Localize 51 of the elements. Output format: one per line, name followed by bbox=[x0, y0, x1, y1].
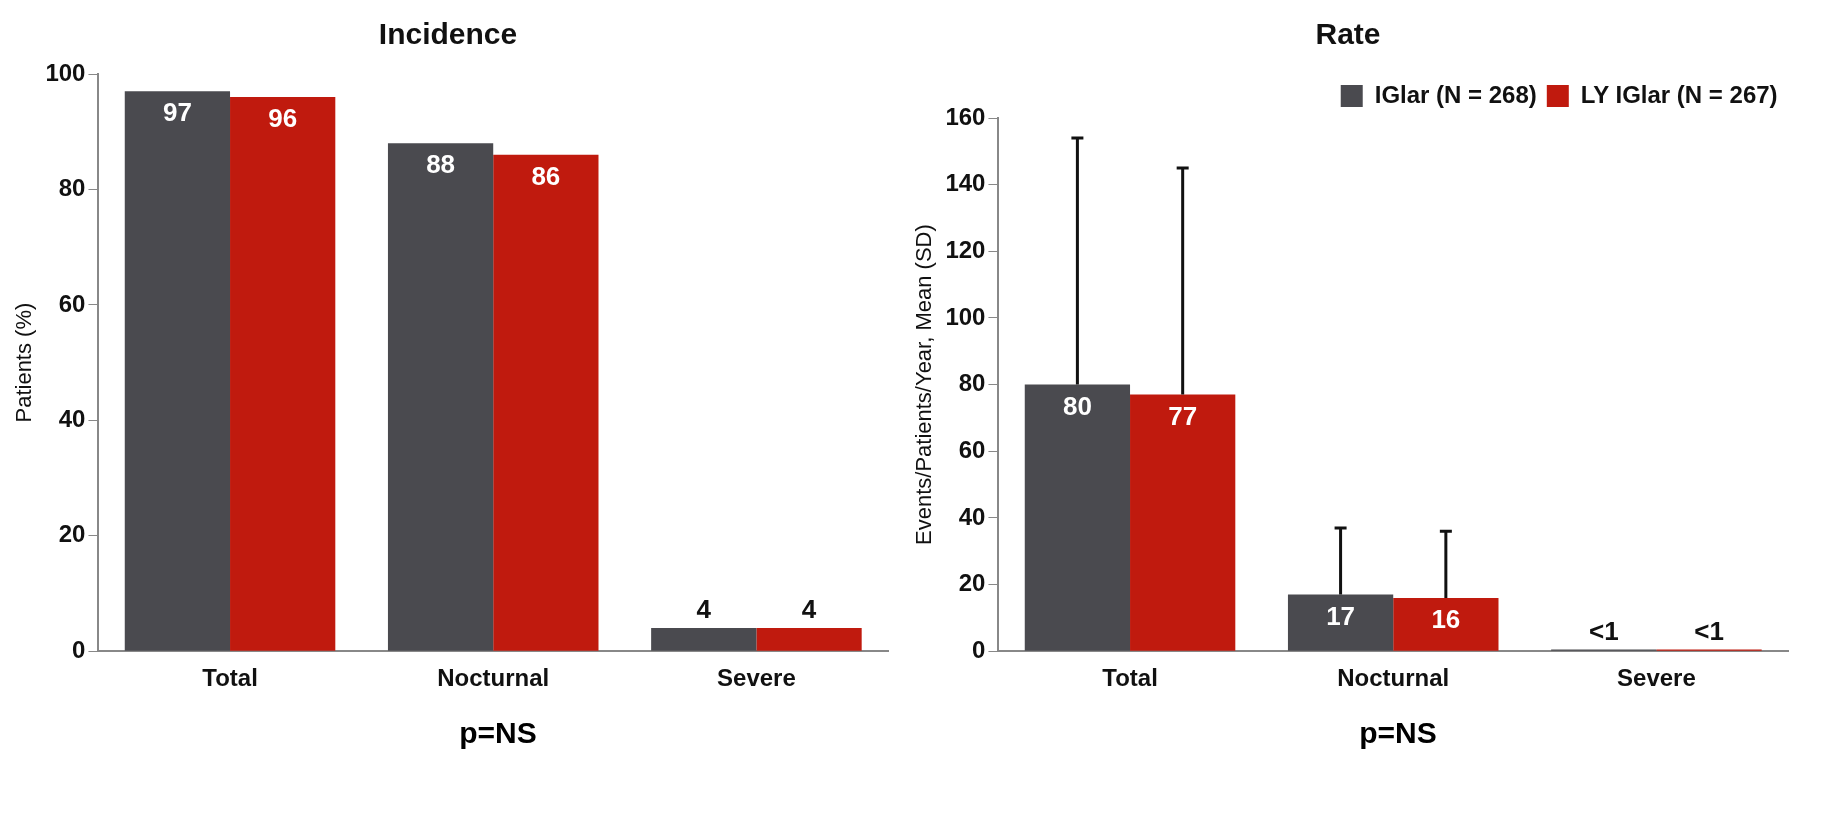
y-tick-label: 80 bbox=[58, 174, 86, 202]
bar bbox=[756, 628, 862, 651]
text: p=NS bbox=[458, 716, 538, 750]
y-tick-label: 40 bbox=[958, 502, 986, 530]
chart-title: Rate bbox=[1315, 17, 1381, 51]
y-tick-label: 160 bbox=[945, 102, 986, 130]
y-axis-title: Events/Patients/Year, Mean (SD) bbox=[911, 224, 937, 545]
data-label: 77 bbox=[1168, 400, 1198, 431]
x-tick-label: Nocturnal bbox=[1337, 664, 1450, 692]
data-label: 16 bbox=[1431, 604, 1461, 635]
text: p=NS bbox=[1358, 716, 1438, 750]
bar bbox=[1130, 394, 1236, 651]
data-label: 86 bbox=[531, 160, 561, 191]
y-tick-label: 0 bbox=[972, 635, 986, 663]
data-label: 88 bbox=[426, 149, 456, 180]
bar bbox=[124, 91, 231, 651]
bar bbox=[493, 154, 599, 651]
data-label: 96 bbox=[268, 103, 298, 134]
data-label: 4 bbox=[801, 594, 817, 625]
x-tick-label: Nocturnal bbox=[437, 664, 550, 692]
y-tick-label: 20 bbox=[58, 520, 86, 548]
x-tick-label: Severe bbox=[717, 664, 796, 692]
bar bbox=[1393, 597, 1499, 651]
data-label: 4 bbox=[696, 594, 712, 625]
legend-label: LY IGlar (N = 267) bbox=[1580, 80, 1778, 108]
x-tick-label: Total bbox=[1102, 664, 1158, 692]
data-label: 97 bbox=[162, 97, 192, 128]
bar bbox=[387, 143, 494, 651]
y-tick-label: 0 bbox=[72, 635, 86, 663]
chart-title: Incidence bbox=[378, 17, 518, 51]
y-tick-label: 20 bbox=[958, 569, 986, 597]
bar bbox=[1024, 384, 1131, 651]
y-tick-label: 140 bbox=[945, 169, 986, 197]
y-tick-label: 60 bbox=[958, 435, 986, 463]
bar bbox=[651, 628, 757, 651]
data-label: 80 bbox=[1062, 390, 1092, 421]
x-tick-label: Total bbox=[202, 664, 258, 692]
y-tick-label: 60 bbox=[58, 289, 86, 317]
data-label: <1 bbox=[1588, 615, 1619, 646]
bar bbox=[230, 97, 336, 651]
y-tick-label: 100 bbox=[945, 302, 986, 330]
y-tick-label: 40 bbox=[58, 404, 86, 432]
data-label: <1 bbox=[1694, 615, 1724, 646]
legend-label: IGlar (N = 268) bbox=[1374, 80, 1537, 108]
y-axis-title: Patients (%) bbox=[11, 302, 37, 423]
data-label: 17 bbox=[1326, 600, 1356, 631]
y-tick-label: 100 bbox=[45, 58, 86, 86]
bar bbox=[1287, 594, 1394, 651]
y-tick-label: 80 bbox=[958, 369, 986, 397]
y-tick-label: 120 bbox=[945, 235, 986, 263]
x-tick-label: Severe bbox=[1617, 664, 1696, 692]
